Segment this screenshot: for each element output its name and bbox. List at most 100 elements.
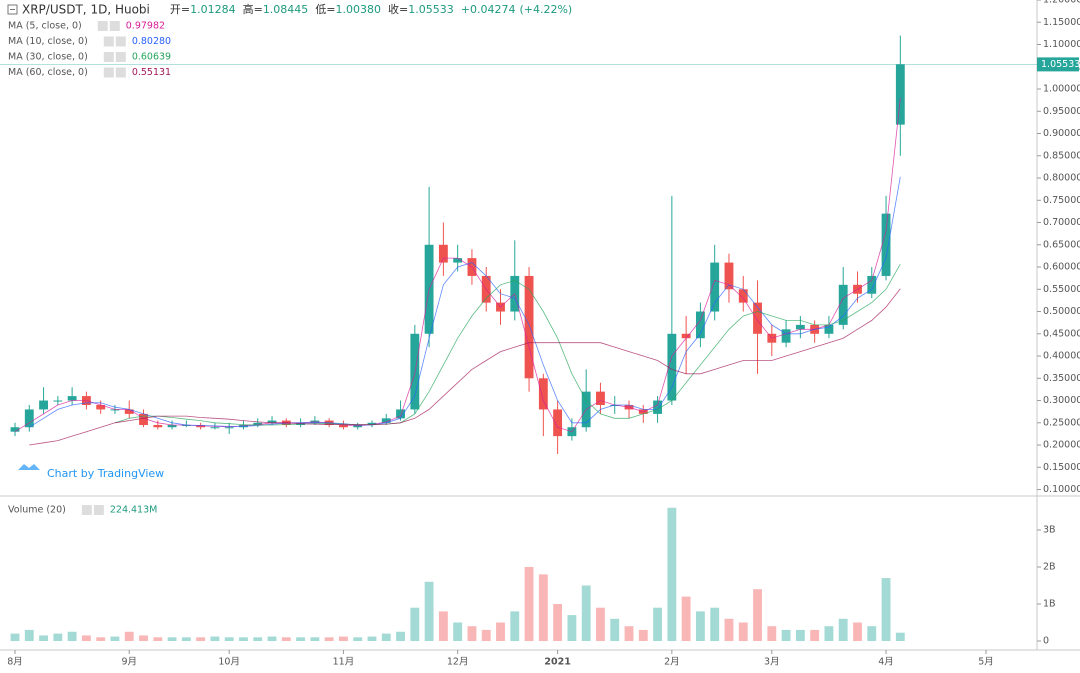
- volume-bar: [424, 581, 434, 642]
- volume-bar: [453, 622, 463, 642]
- x-tick-label: 3月: [764, 657, 780, 668]
- volume-bar: [824, 626, 834, 642]
- volume-bar: [838, 618, 848, 642]
- volume-bar: [810, 629, 820, 642]
- close-icon[interactable]: [93, 505, 104, 515]
- close-icon[interactable]: [115, 52, 126, 62]
- candle-body: [881, 213, 891, 276]
- y-tick-label: 0.20000: [1043, 440, 1080, 451]
- candle-body: [253, 422, 263, 426]
- settings-icon[interactable]: [103, 52, 114, 62]
- y-tick-label: 0.25000: [1043, 417, 1080, 428]
- candle-body: [139, 413, 148, 426]
- volume-bar: [410, 607, 420, 642]
- volume-bar: [738, 622, 748, 642]
- volume-bar: [538, 574, 548, 642]
- candle-body: [710, 262, 720, 312]
- candle-body: [610, 404, 620, 406]
- close-icon[interactable]: [109, 21, 120, 31]
- candle-body: [53, 400, 63, 402]
- y-tick-label: 0.15000: [1043, 462, 1080, 473]
- y-tick-label: 1.10000: [1043, 39, 1080, 50]
- study-name: MA (30, close, 0): [8, 52, 88, 63]
- x-tick-label: 4月: [878, 657, 894, 668]
- volume-bar: [610, 618, 620, 642]
- candle-body: [96, 404, 106, 410]
- volume-tick-label: 0: [1043, 636, 1049, 647]
- candle-body: [381, 418, 391, 423]
- volume-bar: [524, 566, 534, 642]
- volume-bar: [110, 636, 120, 642]
- candle-body: [895, 64, 905, 125]
- candle-body: [838, 284, 848, 325]
- study-value: 224.413M: [110, 505, 157, 516]
- volume-bar: [710, 607, 720, 642]
- volume-bar: [196, 637, 206, 642]
- settings-icon[interactable]: [81, 505, 92, 515]
- study-value: 0.97982: [126, 21, 165, 32]
- y-tick-label: 0.35000: [1043, 373, 1080, 384]
- collapse-icon[interactable]: [7, 4, 18, 15]
- y-tick-label: 0.75000: [1043, 195, 1080, 206]
- volume-bar: [153, 637, 163, 642]
- y-tick-label: 0.60000: [1043, 262, 1080, 273]
- study-name: MA (10, close, 0): [8, 36, 88, 47]
- study-value: 0.60639: [132, 52, 171, 63]
- candle-body: [267, 420, 277, 423]
- volume-bar: [353, 637, 363, 642]
- candle-body: [795, 324, 805, 330]
- settings-icon[interactable]: [97, 21, 108, 31]
- study-value: 0.55131: [132, 67, 171, 78]
- volume-bar: [24, 629, 34, 642]
- ohlc-value: 1.08445: [263, 3, 309, 16]
- y-tick-label: 0.30000: [1043, 395, 1080, 406]
- volume-tick-label: 3B: [1043, 524, 1056, 535]
- tradingview-logo: [18, 464, 40, 470]
- volume-bar: [96, 637, 106, 642]
- candle-body: [781, 329, 791, 343]
- settings-icon[interactable]: [103, 36, 114, 47]
- volume-bar: [67, 631, 77, 642]
- candle-body: [338, 425, 348, 428]
- x-tick-label: 8月: [7, 657, 23, 668]
- volume-bar: [496, 622, 505, 642]
- ohlc-name: 开=: [170, 3, 190, 16]
- candle-body: [653, 400, 663, 414]
- volume-bar: [753, 589, 762, 642]
- volume-bar: [53, 633, 63, 642]
- candle-body: [724, 262, 734, 290]
- candle-body: [10, 427, 20, 432]
- ohlc-value: 1.00380: [336, 3, 382, 16]
- y-tick-label: 0.50000: [1043, 306, 1080, 317]
- volume-bar: [853, 622, 862, 642]
- change-value: (+4.22%): [519, 3, 572, 16]
- candle-body: [453, 258, 463, 263]
- volume-bar: [767, 626, 777, 642]
- volume-bar: [210, 636, 220, 642]
- close-icon[interactable]: [115, 67, 126, 78]
- x-tick-label: 12月: [447, 657, 469, 668]
- x-tick-label: 5月: [978, 657, 994, 668]
- study-value: 0.80280: [132, 36, 171, 47]
- close-icon[interactable]: [115, 36, 126, 47]
- y-tick-label: 0.90000: [1043, 128, 1080, 139]
- candle-body: [538, 378, 548, 410]
- volume-bar: [267, 636, 277, 642]
- volume-bar: [310, 637, 320, 642]
- ma-line: [29, 176, 901, 428]
- x-tick-label: 11月: [333, 657, 355, 668]
- volume-bar: [324, 637, 334, 642]
- candle-body: [67, 396, 77, 401]
- volume-bar: [596, 607, 605, 642]
- volume-bar: [239, 637, 248, 642]
- volume-bar: [667, 507, 677, 642]
- ohlc-value: 1.01284: [190, 3, 236, 16]
- candle-body: [738, 289, 748, 303]
- settings-icon[interactable]: [103, 67, 114, 78]
- volume-bar: [224, 637, 234, 642]
- volume-bar: [181, 637, 191, 642]
- volume-bar: [724, 618, 734, 642]
- volume-bar: [81, 635, 91, 642]
